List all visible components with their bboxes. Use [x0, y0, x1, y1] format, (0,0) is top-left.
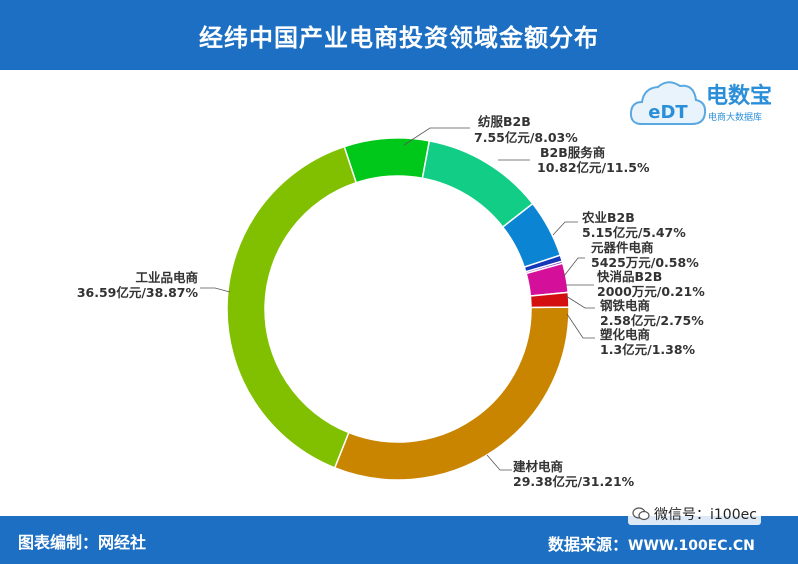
label-textile-value: 7.55亿元/8.03%: [474, 130, 578, 145]
leader-lines: [200, 127, 595, 471]
header-bar: 经纬中国产业电商投资领域金额分布: [0, 0, 798, 70]
leader-line-textile: [403, 127, 470, 146]
donut-slice-8: [226, 145, 358, 469]
label-plastic-name: 塑化电商: [600, 327, 650, 342]
wechat-icon: [632, 507, 650, 521]
leader-line-steel: [565, 295, 595, 309]
donut-slices: [226, 137, 570, 481]
label-fmcg-value: 2000万元/0.21%: [597, 284, 705, 299]
chart-title: 经纬中国产业电商投资领域金额分布: [199, 23, 599, 52]
leader-line-component: [563, 257, 585, 277]
label-building-value: 29.38亿元/31.21%: [513, 474, 635, 489]
donut-slice-0: [343, 137, 431, 184]
label-agri-value: 5.15亿元/5.47%: [582, 225, 686, 240]
chart-credit: 图表编制：网经社: [18, 533, 147, 552]
label-industrial-name: 工业品电商: [135, 270, 198, 285]
label-industrial-value: 36.59亿元/38.87%: [77, 285, 199, 300]
wechat-id: 微信号：i100ec: [654, 507, 757, 523]
label-component-name: 元器件电商: [591, 240, 654, 255]
data-source: 数据来源：WWW.100EC.CN: [548, 531, 755, 555]
label-agri-name: 农业B2B: [581, 210, 635, 225]
edt-logo: eDT 电数宝 电商大数据库: [628, 74, 793, 138]
label-b2b-service-value: 10.82亿元/11.5%: [537, 160, 650, 175]
logo-subtitle: 电商大数据库: [708, 113, 763, 123]
cloud-logo-icon: eDT: [629, 81, 707, 125]
label-fmcg-name: 快消品B2B: [597, 269, 662, 284]
leader-line-agri: [552, 221, 578, 236]
data-source-label: 数据来源：: [548, 535, 629, 554]
leader-line-building: [486, 454, 512, 471]
donut-chart: 纺服B2B 7.55亿元/8.03% B2B服务商 10.82亿元/11.5% …: [77, 114, 705, 489]
label-b2b-service-name: B2B服务商: [540, 145, 605, 160]
label-steel-name: 钢铁电商: [600, 298, 650, 313]
leader-line-plastic: [566, 313, 595, 339]
logo-mark: eDT: [648, 102, 688, 123]
wechat-watermark: 微信号：i100ec: [628, 503, 761, 525]
label-building-name: 建材电商: [513, 459, 563, 474]
leader-line-industrial: [200, 287, 231, 293]
donut-slice-1: [421, 140, 534, 229]
label-steel-value: 2.58亿元/2.75%: [600, 313, 704, 328]
label-plastic-value: 1.3亿元/1.38%: [600, 342, 696, 357]
logo-brand: 电数宝: [706, 84, 773, 109]
label-textile-name: 纺服B2B: [478, 114, 531, 129]
label-component-value: 5425万元/0.58%: [591, 255, 699, 270]
donut-slice-7: [333, 306, 570, 481]
data-source-url[interactable]: WWW.100EC.CN: [628, 538, 755, 554]
